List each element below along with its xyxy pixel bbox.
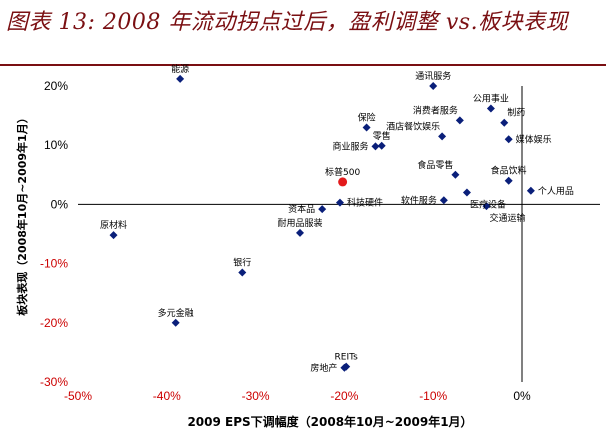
data-point — [335, 198, 344, 207]
data-point — [504, 176, 513, 185]
data-point — [486, 104, 495, 113]
point-label: 原材料 — [100, 219, 127, 231]
data-point — [526, 186, 535, 195]
y-tick-label: 20% — [44, 79, 68, 93]
data-point — [500, 118, 509, 127]
point-label: 消费者服务 — [413, 104, 458, 116]
point-label: 软件服务 — [401, 194, 437, 206]
data-point — [296, 228, 304, 237]
axis-ticks: -50% -40% -30% -20% -10% 0% -30% -20% -10% 0% 10% 2… — [40, 79, 531, 403]
point-label: 多元金融 — [158, 307, 194, 319]
point-label: 标普500 — [325, 166, 360, 178]
data-point — [371, 142, 380, 151]
point-label: 制药 — [507, 107, 525, 119]
point-label: 耐用品服装 — [277, 217, 322, 229]
point-label: 公用事业 — [473, 92, 509, 104]
title-divider — [0, 64, 606, 66]
figure-title: 图表 13: 2008 年流动拐点过后，盈利调整 vs.板块表现 — [6, 10, 569, 35]
x-tick-label: -10% — [419, 389, 447, 403]
data-point — [455, 116, 464, 125]
data-point — [429, 82, 438, 90]
y-tick-label: -10% — [40, 257, 68, 271]
point-label: 媒体娱乐 — [516, 133, 552, 145]
data-point — [340, 363, 349, 372]
y-tick-label: 0% — [51, 197, 69, 211]
data-point — [439, 196, 448, 205]
point-label: 酒店餐饮娱乐 — [386, 120, 440, 132]
point-label: 能源 — [171, 63, 189, 75]
data-point — [377, 141, 386, 150]
y-axis-label: 板块表现（2008年10月~2009年1月） — [15, 112, 29, 315]
data-point — [438, 132, 447, 141]
point-label: 交通运输 — [489, 212, 525, 224]
x-tick-label: -40% — [153, 389, 181, 403]
x-tick-label: -30% — [242, 389, 270, 403]
point-label: REITs — [335, 353, 359, 363]
data-point — [238, 268, 247, 277]
data-point — [362, 123, 371, 132]
data-point — [451, 170, 460, 179]
x-axis-label: 2009 EPS下调幅度（2008年10月~2009年1月） — [187, 414, 472, 429]
point-label: 食品饮料 — [491, 165, 527, 177]
y-tick-label: 10% — [44, 138, 68, 152]
chart-axes — [78, 86, 600, 382]
data-point — [318, 205, 327, 214]
data-points — [109, 74, 535, 372]
data-point — [176, 74, 185, 83]
point-label: 零售 — [373, 130, 391, 142]
x-tick-label: 0% — [513, 389, 531, 403]
point-label: 医疗设备 — [470, 199, 506, 211]
data-point — [109, 231, 118, 240]
highlight-point — [338, 177, 348, 187]
x-tick-label: -20% — [330, 389, 358, 403]
point-label: 商业服务 — [332, 140, 368, 152]
data-point — [462, 188, 471, 197]
point-label: 房地产 — [310, 362, 337, 374]
point-label: 食品零售 — [417, 159, 453, 171]
point-label: 科技硬件 — [347, 197, 383, 209]
data-point — [171, 318, 180, 327]
y-tick-label: -30% — [40, 375, 68, 389]
point-label: 银行 — [233, 256, 251, 268]
point-label: 保险 — [358, 111, 376, 123]
point-label: 个人用品 — [538, 186, 574, 197]
x-tick-label: -50% — [64, 389, 92, 403]
data-point — [482, 202, 491, 211]
y-tick-label: -20% — [40, 316, 68, 330]
data-point — [504, 135, 513, 144]
point-label: 资本品 — [288, 203, 315, 215]
point-label: 通讯服务 — [415, 70, 451, 82]
